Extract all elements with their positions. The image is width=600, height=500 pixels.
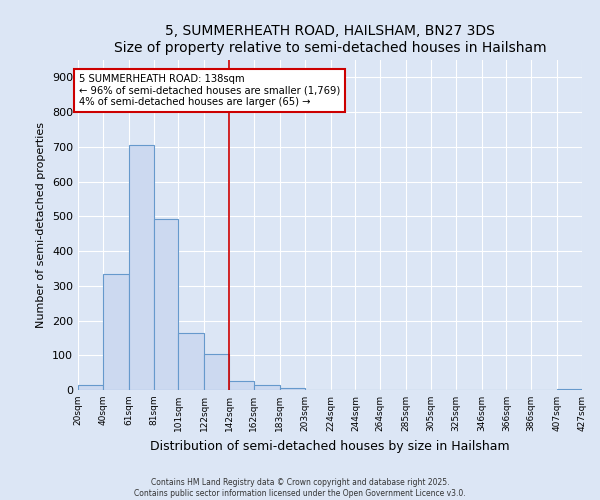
Bar <box>229 382 254 390</box>
Bar <box>129 145 154 390</box>
Bar <box>178 332 205 390</box>
Bar <box>78 386 103 390</box>
Title: 5, SUMMERHEATH ROAD, HAILSHAM, BN27 3DS
Size of property relative to semi-detach: 5, SUMMERHEATH ROAD, HAILSHAM, BN27 3DS … <box>113 24 547 54</box>
Text: Contains HM Land Registry data © Crown copyright and database right 2025.
Contai: Contains HM Land Registry data © Crown c… <box>134 478 466 498</box>
Bar <box>254 386 280 390</box>
Bar <box>280 388 305 390</box>
Bar <box>205 354 229 390</box>
X-axis label: Distribution of semi-detached houses by size in Hailsham: Distribution of semi-detached houses by … <box>150 440 510 452</box>
Y-axis label: Number of semi-detached properties: Number of semi-detached properties <box>37 122 46 328</box>
Bar <box>103 274 129 390</box>
Text: 5 SUMMERHEATH ROAD: 138sqm
← 96% of semi-detached houses are smaller (1,769)
4% : 5 SUMMERHEATH ROAD: 138sqm ← 96% of semi… <box>79 74 340 107</box>
Bar <box>154 220 178 390</box>
